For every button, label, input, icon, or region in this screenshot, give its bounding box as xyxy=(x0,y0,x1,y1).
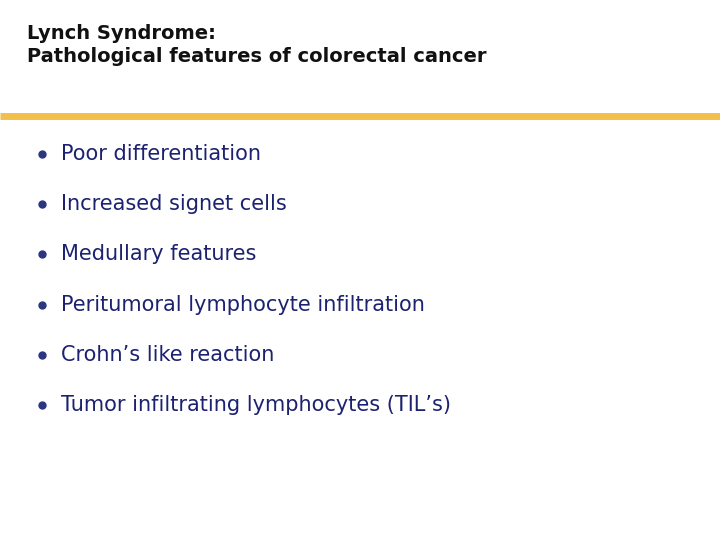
Text: Peritumoral lymphocyte infiltration: Peritumoral lymphocyte infiltration xyxy=(61,294,425,315)
Text: Lynch Syndrome:
Pathological features of colorectal cancer: Lynch Syndrome: Pathological features of… xyxy=(27,24,487,66)
Text: Poor differentiation: Poor differentiation xyxy=(61,144,261,164)
Text: Crohn’s like reaction: Crohn’s like reaction xyxy=(61,345,274,365)
Text: Increased signet cells: Increased signet cells xyxy=(61,194,287,214)
Text: Medullary features: Medullary features xyxy=(61,244,256,265)
Text: Tumor infiltrating lymphocytes (TIL’s): Tumor infiltrating lymphocytes (TIL’s) xyxy=(61,395,451,415)
